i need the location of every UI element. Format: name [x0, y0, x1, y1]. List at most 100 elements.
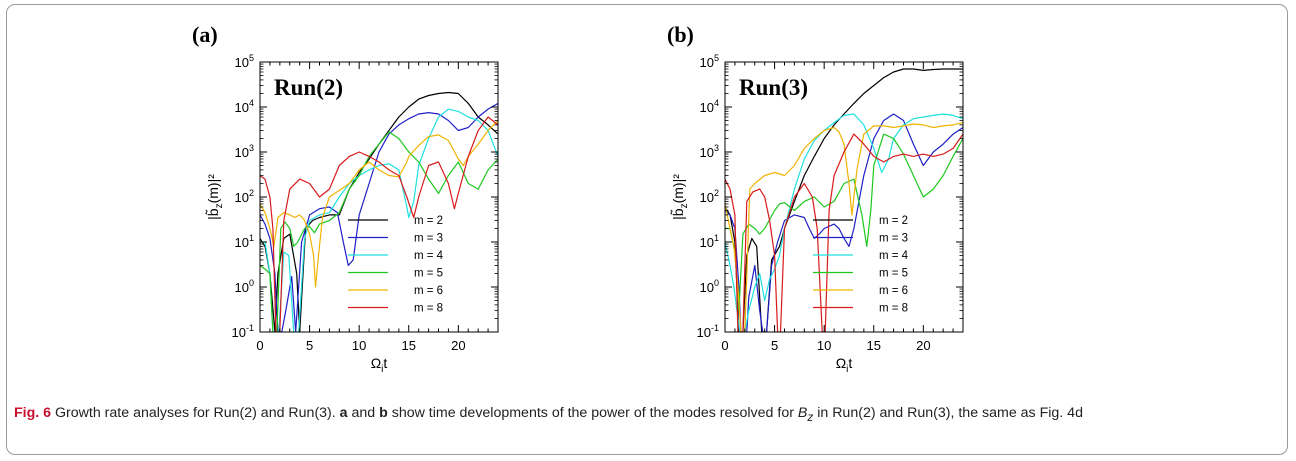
y-tick-base: 10	[697, 325, 711, 340]
y-tick-exponent: 0	[249, 278, 254, 288]
y-tick-exponent: 4	[714, 98, 719, 108]
figure-frame	[6, 4, 1288, 455]
legend-label: m = 8	[879, 303, 908, 315]
x-tick-label: 0	[256, 338, 263, 353]
x-axis-label-sub: i	[846, 364, 848, 375]
legend-label: m = 5	[879, 268, 908, 280]
plot-frame	[724, 61, 964, 333]
y-axis-label: |b̃z(m)|²	[205, 174, 225, 220]
caption-symbol-base: B	[797, 405, 808, 421]
x-tick-label: 15	[402, 338, 416, 353]
y-tick-exponent: 1	[249, 233, 254, 243]
legend-label: m = 2	[414, 215, 443, 227]
y-tick-exponent: 4	[249, 98, 254, 108]
chart-title: Run(2)	[274, 75, 343, 100]
y-tick-label: 105	[700, 53, 719, 70]
y-tick-base: 10	[700, 55, 714, 70]
x-axis-label: Ωit	[371, 355, 388, 375]
y-tick-base: 10	[700, 280, 714, 295]
legend-label: m = 5	[414, 268, 443, 280]
x-axis-label-base: Ω	[836, 355, 846, 371]
y-axis-label-rest: (m)|²	[205, 174, 221, 204]
y-tick-exponent: -1	[711, 323, 719, 333]
y-tick-exponent: -1	[246, 323, 254, 333]
caption-label: Fig. 6	[14, 405, 52, 421]
caption-symbol-sub: z	[807, 409, 814, 424]
series-line-6	[725, 122, 963, 332]
x-tick-label: 10	[352, 338, 366, 353]
series-line-8	[725, 133, 963, 332]
caption-ref-b: b	[379, 405, 388, 421]
y-tick-base: 10	[700, 190, 714, 205]
series-line-2	[725, 68, 963, 332]
caption-text-3: show time developments of the power of t…	[387, 405, 798, 421]
y-tick-base: 10	[232, 325, 246, 340]
chart-panel-b: 0 5 10 15 2010-1100101102103104105(b)Run(3)Ω…	[667, 22, 964, 375]
y-tick-base: 10	[235, 100, 249, 115]
y-tick-base: 10	[235, 55, 249, 70]
figure-caption: Fig. 6 Growth rate analyses for Run(2) a…	[14, 403, 1279, 428]
x-axis-label-base: Ω	[371, 355, 381, 371]
caption-ref-a: a	[339, 405, 348, 421]
y-tick-base: 10	[700, 235, 714, 250]
y-tick-base: 10	[235, 235, 249, 250]
y-tick-label: 101	[235, 233, 254, 250]
y-tick-label: 105	[235, 53, 254, 70]
y-tick-label: 100	[235, 278, 254, 295]
y-tick-exponent: 3	[714, 143, 719, 153]
y-tick-exponent: 2	[714, 188, 719, 198]
y-tick-label: 102	[235, 188, 254, 205]
plot-frame	[259, 61, 499, 333]
x-tick-label: 20	[916, 338, 930, 353]
x-tick-label: 0	[721, 338, 728, 353]
series-line-4	[725, 113, 963, 332]
y-tick-exponent: 1	[714, 233, 719, 243]
y-tick-base: 10	[700, 100, 714, 115]
x-tick-label: 5	[306, 338, 313, 353]
y-axis-label-base: |b̃	[670, 208, 686, 220]
y-tick-exponent: 0	[714, 278, 719, 288]
legend-label: m = 3	[879, 233, 908, 245]
caption-text-2: and	[347, 405, 380, 421]
series-line-5	[725, 133, 963, 312]
y-tick-base: 10	[235, 145, 249, 160]
series-line-8	[260, 116, 498, 332]
y-tick-base: 10	[700, 145, 714, 160]
y-tick-label: 100	[700, 278, 719, 295]
y-axis-label-rest: (m)|²	[670, 174, 686, 204]
panel-label: (a)	[192, 22, 218, 47]
series-line-2	[260, 91, 498, 332]
legend-label: m = 2	[879, 215, 908, 227]
caption-text-1: Growth rate analyses for Run(2) and Run(…	[51, 405, 340, 421]
series-line-3	[260, 102, 498, 332]
x-tick-label: 20	[451, 338, 465, 353]
y-tick-exponent: 2	[249, 188, 254, 198]
panel-label: (b)	[667, 22, 694, 47]
series-line-6	[260, 120, 498, 288]
x-tick-label: 5	[771, 338, 778, 353]
y-axis-label-sub: z	[679, 203, 690, 208]
y-tick-exponent: 5	[249, 53, 254, 63]
legend-label: m = 6	[414, 285, 443, 297]
y-axis-label: |b̃z(m)|²	[670, 174, 690, 220]
legend-label: m = 4	[879, 250, 909, 262]
legend-label: m = 8	[414, 303, 443, 315]
x-axis-label-rest: t	[383, 355, 387, 371]
x-tick-label: 15	[867, 338, 881, 353]
x-axis-label: Ωit	[836, 355, 853, 375]
x-axis-label-sub: i	[381, 364, 383, 375]
legend-label: m = 6	[879, 285, 908, 297]
y-tick-label: 102	[700, 188, 719, 205]
y-tick-label: 103	[700, 143, 719, 160]
y-tick-label: 104	[235, 98, 254, 115]
y-tick-label: 10-1	[697, 323, 719, 340]
x-axis-label-rest: t	[848, 355, 852, 371]
y-tick-exponent: 5	[714, 53, 719, 63]
chart-title: Run(3)	[739, 75, 808, 100]
x-tick-label: 10	[817, 338, 831, 353]
caption-text-4: in Run(2) and Run(3), the same as Fig. 4…	[813, 405, 1083, 421]
y-tick-base: 10	[235, 190, 249, 205]
y-tick-base: 10	[235, 280, 249, 295]
chart-panel-a: 0 5 10 15 2010-1100101102103104105(a)Run(2)Ω…	[192, 22, 499, 375]
